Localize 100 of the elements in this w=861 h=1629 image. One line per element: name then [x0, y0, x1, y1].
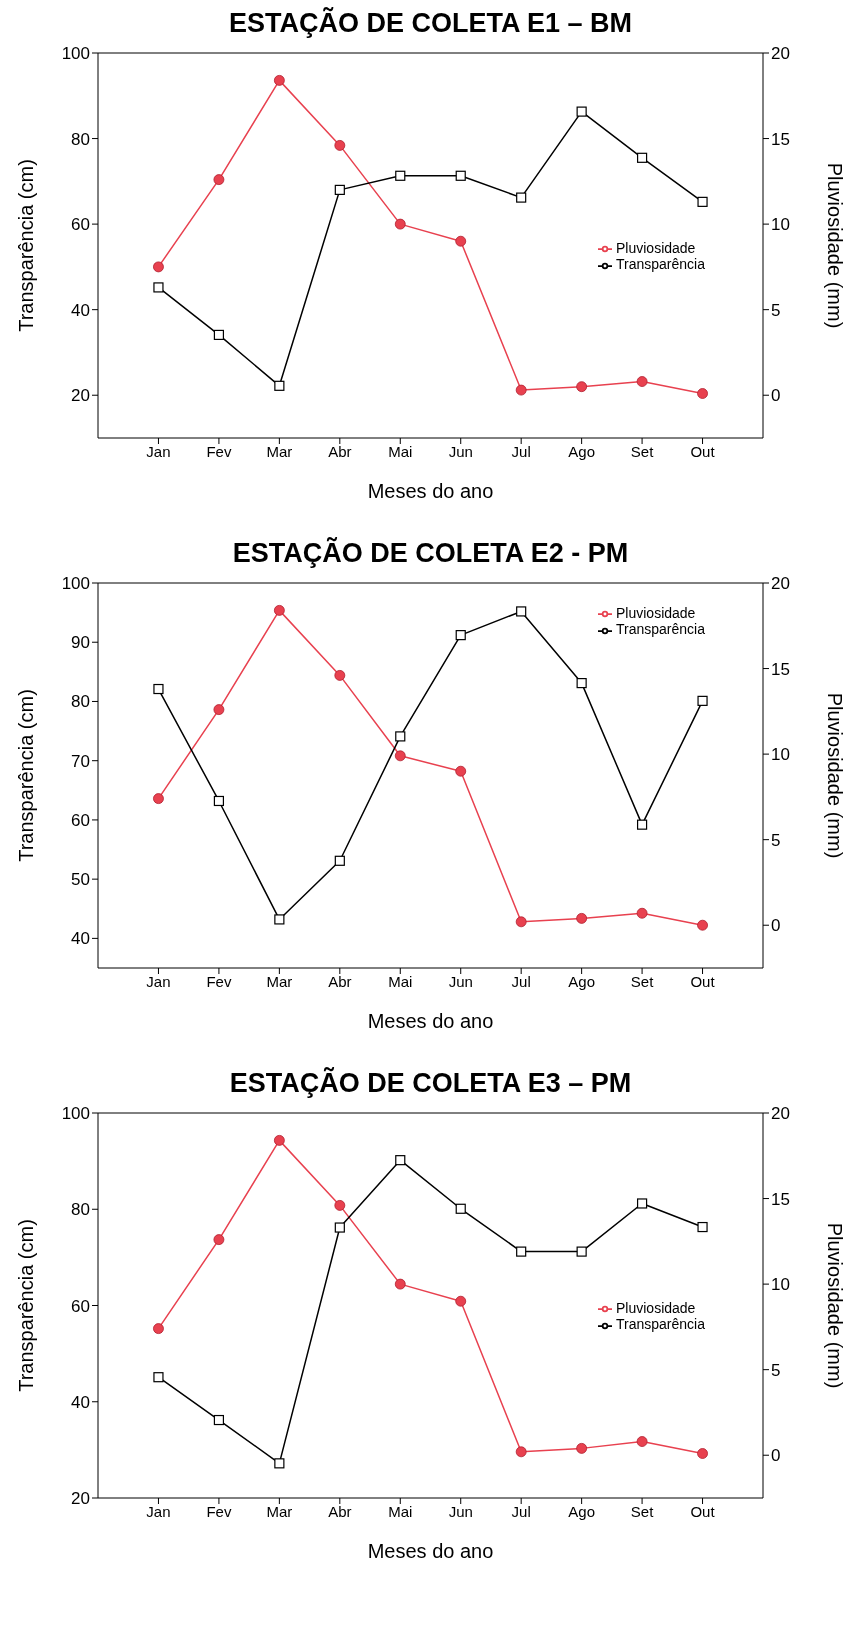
y-tick-label: 70: [71, 751, 90, 771]
point: [395, 731, 406, 742]
y-tick-label: 40: [71, 300, 90, 320]
y2-tick-label: 15: [771, 129, 790, 149]
x-tick-label: Mar: [266, 972, 293, 990]
x-tick-label: Set: [630, 1502, 655, 1520]
point: [213, 795, 225, 807]
point: [455, 170, 466, 181]
x-tick-label: Jan: [146, 972, 171, 990]
y-tick-label: 20: [71, 1489, 90, 1509]
point: [697, 695, 708, 706]
y-tick-label: 50: [71, 870, 90, 890]
point: [516, 606, 527, 617]
x-tick-label: Jun: [448, 972, 473, 990]
legend-label: Transparência: [616, 1316, 705, 1333]
y-tick-label: 90: [71, 633, 90, 653]
point: [395, 170, 406, 181]
x-tick-label: Out: [690, 442, 716, 460]
y2-tick-label: 20: [771, 1104, 790, 1124]
point: [153, 282, 164, 293]
point: [334, 140, 346, 151]
point: [153, 683, 164, 695]
y2-tick-label: 5: [771, 830, 781, 850]
x-tick-label: Set: [630, 442, 655, 460]
point: [697, 919, 708, 931]
point: [697, 1221, 708, 1233]
point: [576, 1442, 588, 1454]
point: [697, 1448, 708, 1459]
point: [636, 907, 648, 919]
legend-label: Transparência: [616, 256, 705, 273]
point: [636, 1436, 648, 1447]
y-tick-label: 60: [71, 215, 90, 235]
chart-title: ESTAÇÃO DE COLETA E2 - PM: [231, 538, 630, 570]
point: [576, 678, 587, 689]
legend-label: Pluviosidade: [616, 1300, 696, 1316]
x-tick-label: Mai: [388, 442, 413, 460]
point: [636, 152, 648, 163]
point: [697, 196, 708, 207]
y2-tick-label: 10: [771, 745, 790, 765]
point: [213, 329, 225, 341]
x-tick-label: Abr: [328, 1502, 352, 1520]
point: [636, 376, 648, 387]
point: [274, 1458, 285, 1469]
x-tick-label: Jan: [146, 442, 171, 460]
y-tick-label: 80: [71, 129, 90, 149]
point: [153, 793, 164, 804]
y-tick-label: 100: [61, 1104, 90, 1124]
point: [213, 704, 225, 716]
point: [636, 819, 648, 830]
point: [576, 1246, 587, 1257]
x-tick-label: Mai: [388, 1502, 413, 1520]
point: [153, 1323, 164, 1334]
y-axis-title: Transparência (cm): [15, 159, 38, 332]
point: [455, 630, 466, 641]
point: [395, 1155, 406, 1166]
point: [213, 174, 225, 186]
x-tick-label: Ago: [568, 442, 595, 460]
y2-axis-title: Pluviosidade (mm): [823, 1222, 846, 1389]
y2-tick-label: 20: [771, 574, 790, 594]
chart-title: ESTAÇÃO DE COLETA E1 – BM: [227, 8, 633, 40]
x-tick-label: Mai: [388, 972, 413, 990]
point: [153, 261, 164, 273]
point: [515, 384, 527, 396]
y-tick-label: 20: [71, 386, 90, 406]
x-tick-label: Set: [630, 972, 655, 990]
y2-tick-label: 0: [771, 1446, 781, 1466]
x-tick-label: Ago: [568, 1502, 595, 1520]
point: [273, 604, 285, 616]
y-tick-label: 60: [71, 1296, 90, 1316]
point: [274, 914, 285, 925]
y-tick-label: 40: [71, 1392, 90, 1412]
y-tick-label: 100: [61, 574, 90, 594]
y2-tick-label: 10: [771, 215, 790, 235]
x-tick-label: Jun: [448, 1502, 473, 1520]
point: [334, 1222, 345, 1233]
y-axis-title: Transparência (cm): [15, 1219, 38, 1392]
point: [273, 1134, 285, 1146]
point: [394, 750, 406, 762]
point: [515, 916, 527, 928]
point: [576, 912, 588, 924]
y-axis-title: Transparência (cm): [15, 689, 38, 862]
y-tick-label: 40: [71, 929, 90, 949]
y2-tick-label: 5: [771, 300, 781, 320]
point: [334, 855, 345, 866]
point: [455, 1295, 467, 1307]
y2-tick-label: 5: [771, 1360, 781, 1380]
x-tick-label: Abr: [328, 442, 352, 460]
y2-axis-title: Pluviosidade (mm): [823, 692, 846, 859]
y-tick-label: 60: [71, 810, 90, 830]
point: [394, 218, 406, 230]
y2-tick-label: 15: [771, 1189, 790, 1209]
point: [576, 106, 587, 117]
y2-axis-title: Pluviosidade (mm): [823, 162, 846, 329]
x-tick-label: Jul: [511, 442, 531, 460]
x-tick-label: Abr: [328, 972, 352, 990]
x-tick-label: Mar: [266, 1502, 293, 1520]
x-axis-title: Meses do ano: [367, 1540, 494, 1562]
point: [516, 1246, 527, 1257]
x-tick-label: Out: [690, 1502, 716, 1520]
y2-tick-label: 0: [771, 916, 781, 936]
